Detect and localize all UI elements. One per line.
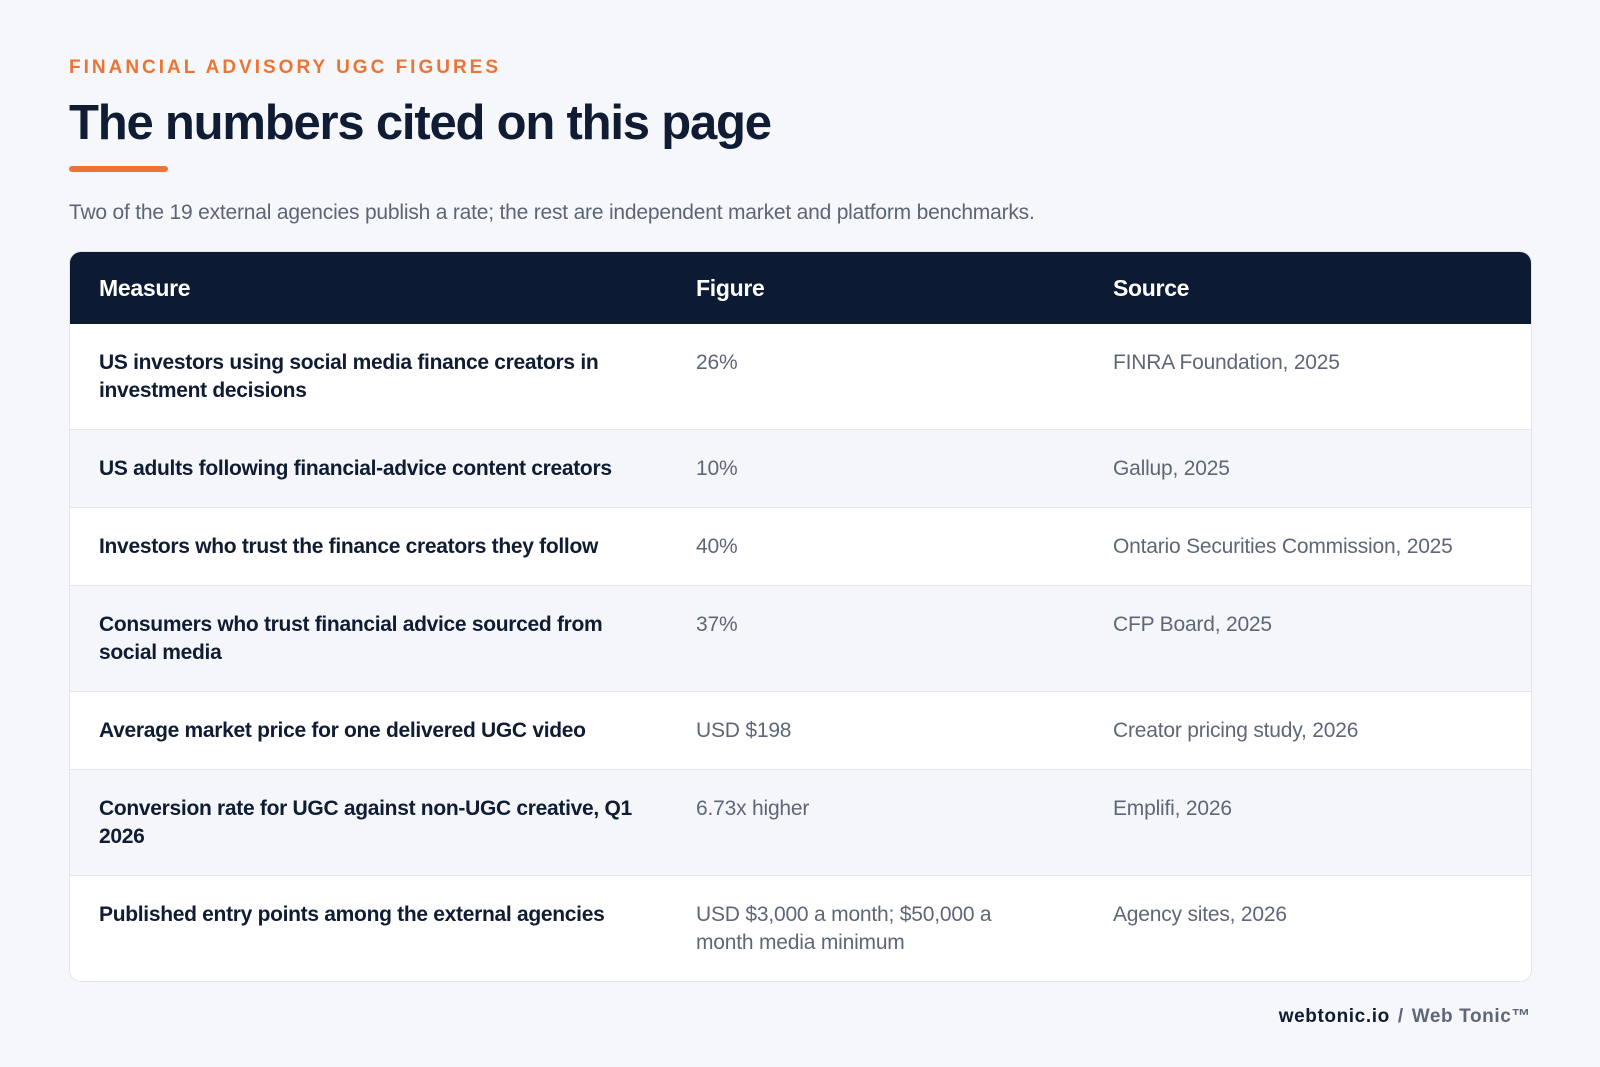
figures-table: Measure Figure Source US investors using… [70,252,1531,981]
table-row: Published entry points among the externa… [70,875,1531,981]
figure-cell: USD $3,000 a month; $50,000 a month medi… [667,875,1084,981]
table-body: US investors using social media finance … [70,324,1531,981]
table-row: US adults following financial-advice con… [70,429,1531,508]
source-cell: Creator pricing study, 2026 [1084,691,1531,770]
column-header-figure: Figure [696,274,765,301]
measure-cell: Investors who trust the finance creators… [70,507,667,586]
footer-credit: webtonic.io / Web Tonic™ [1279,1006,1531,1028]
measure-cell: Average market price for one delivered U… [70,691,667,770]
figure-cell: 37% [667,585,1084,692]
table-header-row: Measure Figure Source [70,252,1531,324]
source-cell: Emplifi, 2026 [1084,769,1531,876]
figure-cell: 26% [696,351,738,374]
page-title: The numbers cited on this page [69,96,772,150]
footer-brand: Web Tonic™ [1411,1006,1531,1027]
table-row: US investors using social media finance … [70,324,1531,430]
source-cell: Agency sites, 2026 [1084,875,1531,981]
column-header-source: Source [1113,274,1190,301]
source-cell: Ontario Securities Commission, 2025 [1084,507,1531,586]
eyebrow-label: FINANCIAL ADVISORY UGC FIGURES [69,57,502,78]
measure-cell: Conversion rate for UGC against non-UGC … [70,769,667,876]
figure-cell: USD $198 [667,691,1084,770]
source-cell: Gallup, 2025 [1084,429,1531,508]
source-cell: CFP Board, 2025 [1084,585,1531,692]
footer-separator: / [1397,1006,1404,1027]
table-header: Measure Figure Source [70,252,1531,324]
column-header-measure: Measure [99,274,191,301]
figure-cell: 10% [667,429,1084,508]
measure-cell: US adults following financial-advice con… [70,429,667,508]
measure-cell: Consumers who trust financial advice sou… [70,585,667,692]
figures-table-card: Measure Figure Source US investors using… [69,251,1532,982]
table-row: Investors who trust the finance creators… [70,507,1531,586]
table-row: Conversion rate for UGC against non-UGC … [70,769,1531,876]
page-subtitle: Two of the 19 external agencies publish … [69,201,1035,224]
source-cell: FINRA Foundation, 2025 [1113,351,1340,374]
title-underline [69,166,168,172]
page-content: FINANCIAL ADVISORY UGC FIGURES The numbe… [69,56,1532,982]
table-row: Average market price for one delivered U… [70,691,1531,770]
figure-cell: 40% [667,507,1084,586]
figure-cell: 6.73x higher [667,769,1084,876]
measure-cell: Published entry points among the externa… [70,875,667,981]
measure-cell: US investors using social media finance … [99,351,599,402]
table-row: Consumers who trust financial advice sou… [70,585,1531,692]
footer-site: webtonic.io [1278,1006,1390,1027]
